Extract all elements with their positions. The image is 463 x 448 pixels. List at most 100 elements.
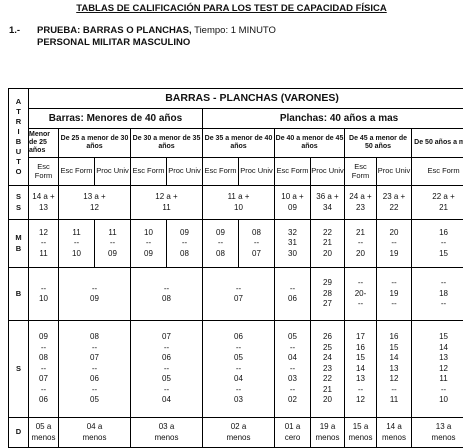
score-cell-line: menos <box>203 433 274 444</box>
score-cell-line: 10 <box>59 249 94 260</box>
score-cell-line: 05 <box>275 332 310 343</box>
score-cell-line: -- <box>203 364 274 375</box>
score-cell-line: 12 <box>59 203 130 214</box>
score-cell-menor25-line: 12 <box>29 228 58 239</box>
score-cell-line: 23 a + <box>377 192 411 203</box>
score-cell: 06--05--04--03 <box>203 321 275 418</box>
score-cell-line: 20 <box>377 228 411 239</box>
score-cell-menor25: 14 a +13 <box>29 186 59 220</box>
score-cell-line: 32 <box>275 228 310 239</box>
score-cell-line: 21 <box>311 385 344 396</box>
score-cell-menor25-line: 07 <box>29 374 58 385</box>
score-cell-line: 24 <box>311 353 344 364</box>
score-cell: --19-- <box>377 268 412 321</box>
age-group-header: De 25 a menor de 30 años <box>59 129 131 158</box>
score-cell-line: 08 <box>167 249 202 260</box>
score-cell-line: 05 <box>203 353 274 364</box>
section-group: PERSONAL MILITAR MASCULINO <box>37 37 190 48</box>
score-cell-line: 34 <box>311 203 344 214</box>
esc-form-header: Esc Form <box>345 158 377 186</box>
score-cell-line: 13 a + <box>59 192 130 203</box>
esc-form-header: Esc Form <box>203 158 239 186</box>
score-cell: --18-- <box>412 268 463 321</box>
score-cell-line: -- <box>131 364 202 375</box>
score-cell-line: 20 <box>311 249 344 260</box>
score-cell-line: -- <box>412 385 463 396</box>
score-cell-line: 14 <box>412 343 463 354</box>
score-cell-line: -- <box>203 284 274 295</box>
score-cell: 21--20 <box>345 220 377 268</box>
score-cell-line: -- <box>131 385 202 396</box>
score-cell-line: -- <box>275 343 310 354</box>
score-cell-line: 04 <box>275 353 310 364</box>
score-cell-line: 29 <box>311 278 344 289</box>
score-cell: 22 a +21 <box>412 186 463 220</box>
score-cell-line: 12 a + <box>131 192 202 203</box>
score-cell: 07--06--05--04 <box>131 321 203 418</box>
score-cell: 10 a +09 <box>275 186 311 220</box>
score-cell-line: 07 <box>239 249 274 260</box>
score-cell-menor25-line: 08 <box>29 353 58 364</box>
score-cell-line: -- <box>203 385 274 396</box>
proc-univ-header: Proc Univ <box>95 158 131 186</box>
score-cell-line: -- <box>131 284 202 295</box>
age-group-header: De 50 años a mas <box>412 129 463 158</box>
score-cell-line: -- <box>131 343 202 354</box>
score-cell-line: 09 <box>203 228 238 239</box>
score-cell-line: menos <box>345 433 376 444</box>
section-test-name: PRUEBA: BARRAS O PLANCHAS, <box>37 25 192 36</box>
score-cell-line: 06 <box>131 353 202 364</box>
score-cell-line: 09 <box>275 203 310 214</box>
score-cell-line: 18 <box>412 289 463 300</box>
age-group-header: De 35 a menor de 40 años <box>203 129 275 158</box>
score-cell-line: -- <box>275 364 310 375</box>
score-cell: 11--09 <box>95 220 131 268</box>
esc-form-header: Esc Form <box>29 158 59 186</box>
score-cell-line: 30 <box>275 249 310 260</box>
score-cell-line: 04 a <box>59 422 130 433</box>
score-cell-line: 36 a + <box>311 192 344 203</box>
score-cell: 20--19 <box>377 220 412 268</box>
age-group-header: Menor de 25 años <box>29 129 59 158</box>
score-cell-line: 22 <box>377 203 411 214</box>
score-cell-line: 11 a + <box>203 192 274 203</box>
score-cell-menor25-line: 14 a + <box>29 192 58 203</box>
score-cell-line: -- <box>345 385 376 396</box>
score-cell-line: 23 <box>345 203 376 214</box>
proc-univ-header: Proc Univ <box>377 158 412 186</box>
attribute-cell: D <box>9 418 29 448</box>
score-cell-line: 20 <box>311 395 344 406</box>
score-cell-line: menos <box>412 433 463 444</box>
section-time: Tiempo: 1 MINUTO <box>194 25 276 36</box>
score-cell: 10--09 <box>131 220 167 268</box>
score-cell-line: -- <box>412 278 463 289</box>
esc-form-header: Esc Form <box>59 158 95 186</box>
score-cell-line: 02 <box>275 395 310 406</box>
score-cell: 24 a +23 <box>345 186 377 220</box>
score-cell-line: 06 <box>59 374 130 385</box>
score-cell-line: 23 <box>311 364 344 375</box>
score-cell-line: 09 <box>95 249 130 260</box>
score-cell-line: 08 <box>59 332 130 343</box>
score-cell: 12 a +11 <box>131 186 203 220</box>
score-cell: 23 a +22 <box>377 186 412 220</box>
score-cell-line: 25 <box>311 343 344 354</box>
score-cell-line: 08 <box>131 294 202 305</box>
score-cell-line: -- <box>412 299 463 310</box>
score-cell: 11 a +10 <box>203 186 275 220</box>
proc-univ-header: Proc Univ <box>311 158 345 186</box>
score-cell-line: -- <box>345 278 376 289</box>
score-cell-menor25: --10 <box>29 268 59 321</box>
score-cell-line: 21 <box>412 203 463 214</box>
